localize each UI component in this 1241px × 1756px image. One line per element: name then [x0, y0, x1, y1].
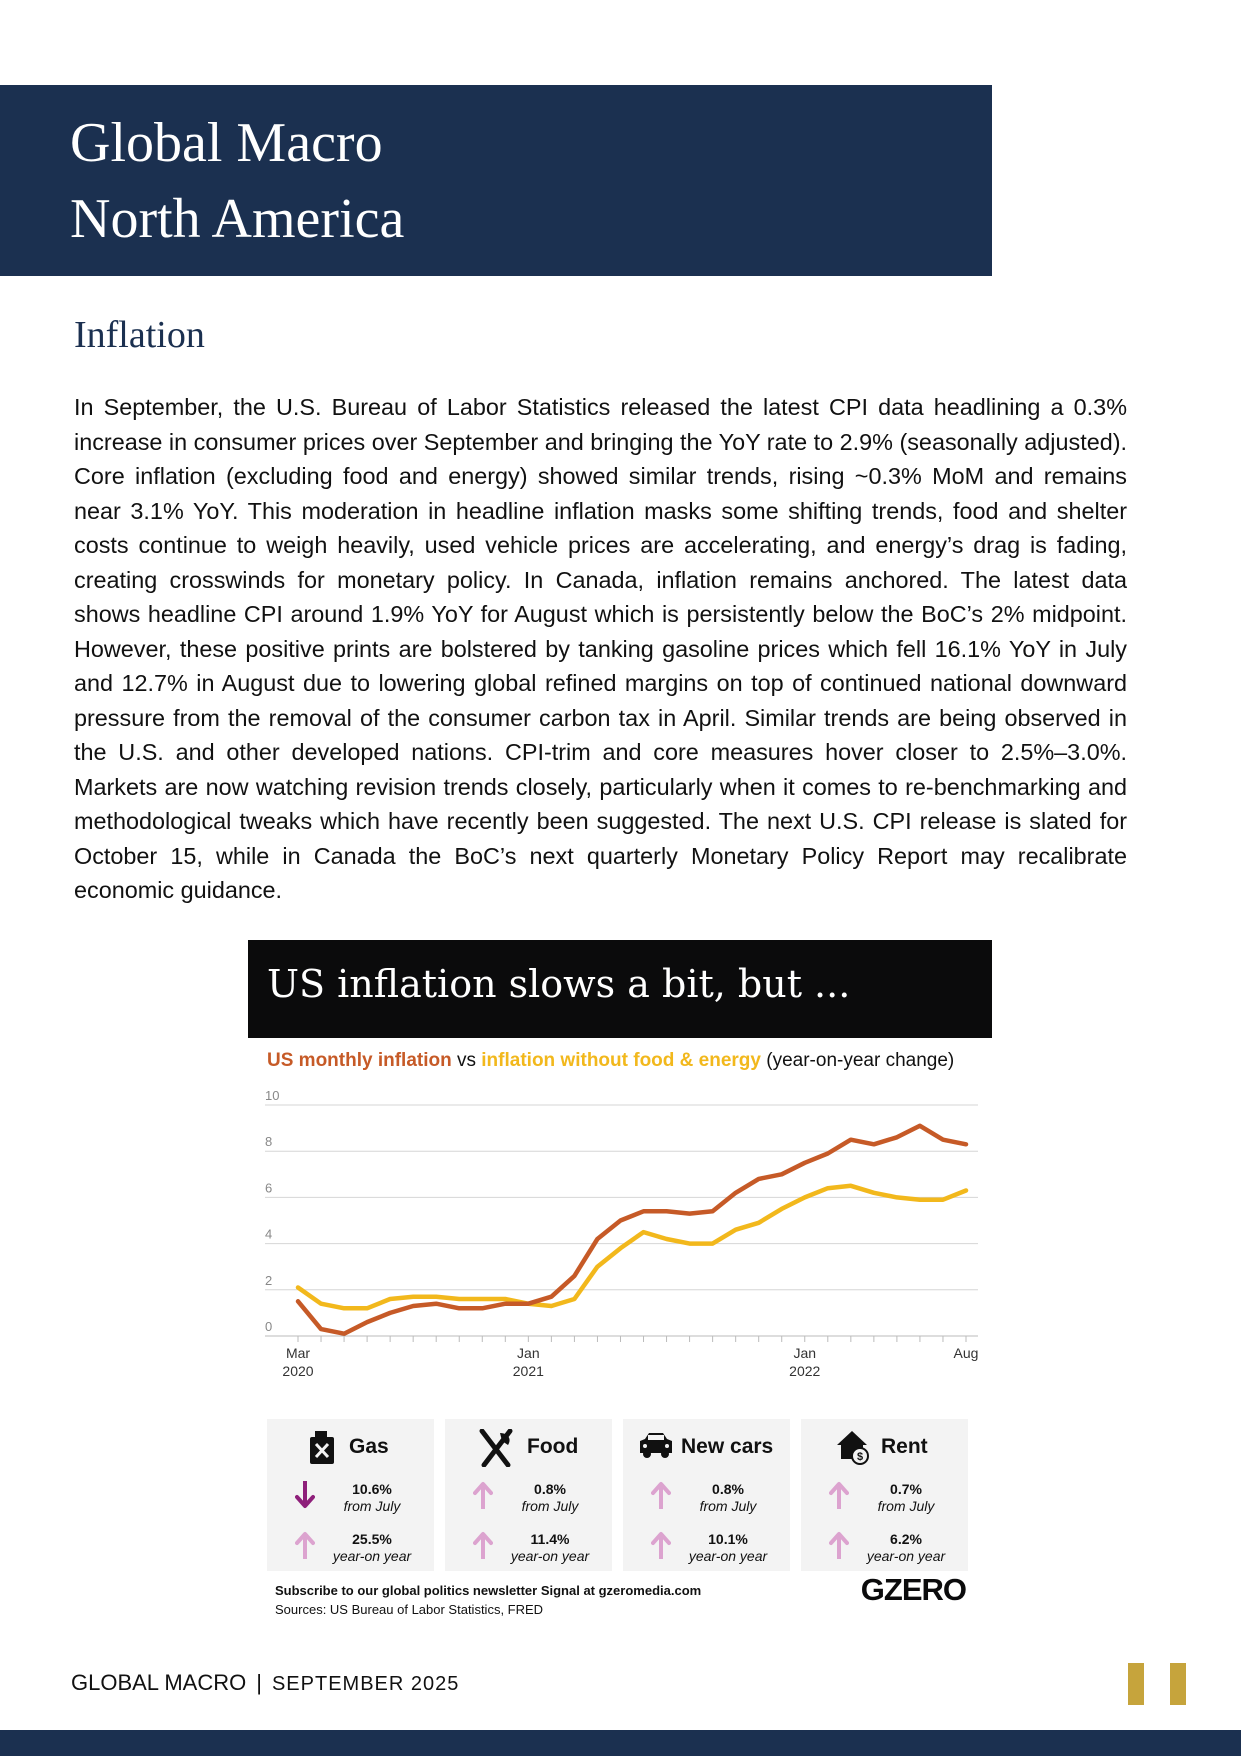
- x-tick-label: Mar: [286, 1345, 310, 1361]
- x-tick-label: Jan: [517, 1345, 540, 1361]
- stat-cars-monthly: 0.8% from July: [623, 1481, 790, 1525]
- stat-food-monthly: 0.8% from July: [445, 1481, 612, 1525]
- x-tick-label: Aug: [954, 1345, 979, 1361]
- infographic-footer: Subscribe to our global politics newslet…: [275, 1581, 701, 1619]
- report-title-line1: Global Macro: [70, 112, 383, 174]
- arrow-up-icon: [473, 1482, 493, 1509]
- legend-vs: vs: [451, 1050, 482, 1071]
- stat-label: year-on year: [510, 1548, 590, 1564]
- card-new-cars: New cars 0.8% from July 10.1% year-on ye…: [623, 1419, 790, 1571]
- y-tick-label: 10: [265, 1088, 279, 1103]
- category-cards: Gas 10.6% from July 25.5% year-on year: [267, 1419, 968, 1571]
- arrow-up-icon: [651, 1532, 671, 1559]
- page-mark-bar: [1170, 1663, 1186, 1705]
- house-dollar-icon: $: [837, 1431, 869, 1465]
- sources-note: Sources: US Bureau of Labor Statistics, …: [275, 1602, 544, 1617]
- stat-value: 25.5%: [352, 1531, 392, 1547]
- card-name-gas: Gas: [349, 1435, 389, 1458]
- x-tick-label: Jan: [793, 1345, 816, 1361]
- card-rent: $ Rent 0.7% from July 6.2% year-on year: [801, 1419, 968, 1571]
- stat-label: from July: [877, 1498, 935, 1514]
- subscribe-note: Subscribe to our global politics newslet…: [275, 1583, 702, 1598]
- arrow-up-icon: [473, 1532, 493, 1559]
- stat-label: year-on year: [688, 1548, 768, 1564]
- y-tick-label: 4: [265, 1227, 272, 1242]
- card-name-rent: Rent: [881, 1435, 928, 1458]
- stat-rent-monthly: 0.7% from July: [801, 1481, 968, 1525]
- arrow-up-icon: [829, 1532, 849, 1559]
- stat-label: year-on year: [332, 1548, 412, 1564]
- fork-knife-icon: [479, 1429, 513, 1467]
- arrow-down-icon: [295, 1481, 315, 1508]
- footer-date: SEPTEMBER 2025: [271, 1673, 460, 1695]
- legend-suffix: (year-on-year change): [760, 1050, 955, 1071]
- card-food: Food 0.8% from July 11.4% year-on year: [445, 1419, 612, 1571]
- y-tick-label: 0: [265, 1319, 272, 1334]
- bottom-bar: [0, 1730, 1241, 1756]
- inflation-line-chart: 0 2 4 6 8 10 Mar 2020 Jan 2021 Jan 2022 Aug: [265, 1088, 979, 1379]
- stat-label: from July: [699, 1498, 757, 1514]
- card-name-new-cars: New cars: [681, 1435, 774, 1458]
- gzero-logo: GZERO: [860, 1572, 967, 1607]
- y-tick-label: 2: [265, 1273, 272, 1288]
- body-paragraph: In September, the U.S. Bureau of Labor S…: [74, 394, 1127, 903]
- legend-headline: US monthly inflation: [267, 1050, 452, 1071]
- pause-bars-icon: [1128, 1663, 1186, 1705]
- stat-gas-monthly: 10.6% from July: [267, 1481, 434, 1525]
- svg-text:$: $: [857, 1451, 863, 1463]
- page-mark-bar: [1128, 1663, 1144, 1705]
- stat-value: 11.4%: [530, 1531, 570, 1547]
- x-tick-label: 2021: [513, 1363, 544, 1379]
- inflation-infographic: US inflation slows a bit, but ... US mon…: [248, 940, 992, 1619]
- arrow-up-icon: [295, 1532, 315, 1559]
- stat-value: 10.6%: [352, 1481, 392, 1497]
- report-title-line2: North America: [70, 188, 405, 250]
- arrow-up-icon: [829, 1482, 849, 1509]
- stat-value: 0.8%: [534, 1481, 566, 1497]
- x-tick-label: 2020: [282, 1363, 313, 1379]
- stat-value: 0.7%: [890, 1481, 922, 1497]
- page-footer: GLOBAL MACRO | SEPTEMBER 2025: [71, 1670, 459, 1696]
- section-title: Inflation: [74, 314, 205, 356]
- x-tick-label: 2022: [789, 1363, 820, 1379]
- footer-publication: GLOBAL MACRO: [71, 1670, 247, 1695]
- y-tick-label: 6: [265, 1180, 272, 1195]
- stat-value: 0.8%: [712, 1481, 744, 1497]
- y-tick-label: 8: [265, 1134, 272, 1149]
- infographic-header: US inflation slows a bit, but ...: [248, 940, 992, 1038]
- stat-label: from July: [521, 1498, 579, 1514]
- stat-label: year-on year: [866, 1548, 946, 1564]
- stat-food-yearly: 11.4% year-on year: [445, 1531, 612, 1575]
- stat-value: 10.1%: [708, 1531, 748, 1547]
- series-line: [295, 1123, 969, 1336]
- series-line: [295, 1183, 969, 1311]
- report-title: Global Macro North America: [70, 105, 404, 257]
- car-icon: [640, 1433, 672, 1458]
- stat-label: from July: [343, 1498, 401, 1514]
- header-banner: Global Macro North America: [0, 85, 992, 276]
- arrow-up-icon: [651, 1482, 671, 1509]
- stat-cars-yearly: 10.1% year-on year: [623, 1531, 790, 1575]
- infographic-title: US inflation slows a bit, but ...: [267, 962, 851, 1006]
- card-name-food: Food: [527, 1435, 579, 1458]
- card-gas: Gas 10.6% from July 25.5% year-on year: [267, 1419, 434, 1571]
- stat-gas-yearly: 25.5% year-on year: [267, 1531, 434, 1575]
- gas-can-icon: [310, 1431, 334, 1464]
- chart-subtitle: US monthly inflation vs inflation withou…: [267, 1050, 954, 1072]
- legend-core: inflation without food & energy: [481, 1050, 761, 1071]
- footer-separator: |: [256, 1670, 262, 1695]
- stat-rent-yearly: 6.2% year-on year: [801, 1531, 968, 1575]
- stat-value: 6.2%: [890, 1531, 922, 1547]
